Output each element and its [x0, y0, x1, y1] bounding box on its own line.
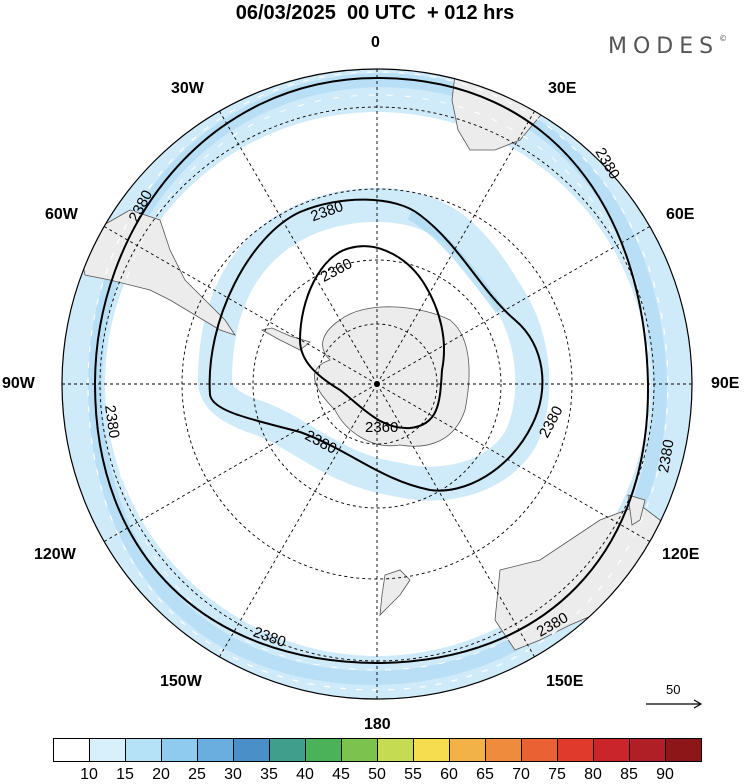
- colorbar-swatch: [413, 738, 450, 762]
- colorbar-swatch: [125, 738, 162, 762]
- colorbar-tick-label: 50: [368, 766, 386, 783]
- antarctica-land: [314, 306, 470, 447]
- colorbar-tick-label: 60: [440, 766, 458, 783]
- contour-label: 2380: [101, 404, 122, 439]
- colorbar-swatch: [449, 738, 486, 762]
- colorbar-swatch: [485, 738, 522, 762]
- reference-vector: 50: [642, 682, 708, 712]
- inner-jet-band: [197, 187, 550, 501]
- colorbar-tick-label: 70: [512, 766, 530, 783]
- colorbar-tick-label: 30: [224, 766, 242, 783]
- lon-label-150e: 150E: [546, 673, 584, 690]
- antarctic-peninsula: [260, 327, 311, 351]
- colorbar-swatch: [593, 738, 630, 762]
- lon-label-150w: 150W: [160, 673, 202, 690]
- madagascar-land: [627, 494, 646, 526]
- colorbar-tick-label: 35: [260, 766, 278, 783]
- map-border: [61, 68, 693, 700]
- new-zealand-land: [379, 569, 411, 617]
- colorbar-tick-label: 25: [188, 766, 206, 783]
- lon-label-90w: 90W: [2, 375, 35, 392]
- map-title: 06/03/2025 00 UTC + 012 hrs: [235, 2, 515, 24]
- colorbar-swatch: [89, 738, 126, 762]
- contour-2380-inner: [208, 198, 544, 492]
- colorbar-tick-label: 15: [116, 766, 134, 783]
- colorbar-swatch: [521, 738, 558, 762]
- height-contours: [93, 76, 650, 665]
- lon-label-180: 180: [364, 716, 391, 733]
- colorbar-tick-label: 45: [332, 766, 350, 783]
- colorbar-tick-label: 55: [404, 766, 422, 783]
- brand-logo: MODES©: [608, 34, 728, 59]
- lon-label-90e: 90E: [711, 375, 740, 392]
- colorbar-tick-label: 90: [656, 766, 674, 783]
- reference-arrow-icon: [646, 699, 703, 709]
- colorbar-swatch: [161, 738, 198, 762]
- colorbar-tick-label: 85: [620, 766, 638, 783]
- colorbar-swatch: [377, 738, 414, 762]
- colorbar-swatch: [197, 738, 234, 762]
- colorbar-tick-label: 10: [80, 766, 98, 783]
- contour-2360: [298, 245, 445, 430]
- colorbar-tick-label: 20: [152, 766, 170, 783]
- lon-label-60e: 60E: [666, 206, 695, 223]
- colorbar-tick-label: 75: [548, 766, 566, 783]
- lon-label-60w: 60W: [45, 206, 78, 223]
- contour-label: 2380: [655, 438, 678, 474]
- colorbar-swatch: [53, 738, 90, 762]
- inner-jet-band-strong: [407, 210, 504, 314]
- colorbar-swatch: [665, 738, 702, 762]
- colorbar-tick-label: 40: [296, 766, 314, 783]
- colorbar-swatch: [341, 738, 378, 762]
- reference-vector-label: 50: [666, 682, 681, 697]
- lon-label-0: 0: [371, 34, 380, 51]
- lon-label-30w: 30W: [171, 80, 204, 97]
- meridians: [62, 69, 692, 699]
- colorbar-swatch: [629, 738, 666, 762]
- colorbar-tick-label: 80: [584, 766, 602, 783]
- contour-label: 2360: [365, 419, 398, 436]
- colorbar-swatch: [269, 738, 306, 762]
- colorbar-swatch: [233, 738, 270, 762]
- pole-marker: [374, 381, 380, 387]
- lon-label-30e: 30E: [548, 80, 577, 97]
- contour-2380-outer: [93, 76, 650, 665]
- lon-label-120w: 120W: [34, 546, 76, 563]
- colorbar-swatch: [305, 738, 342, 762]
- flow-streamlines: [87, 71, 669, 691]
- colorbar-swatch: [557, 738, 594, 762]
- lon-label-120e: 120E: [662, 546, 700, 563]
- colorbar-tick-label: 65: [476, 766, 494, 783]
